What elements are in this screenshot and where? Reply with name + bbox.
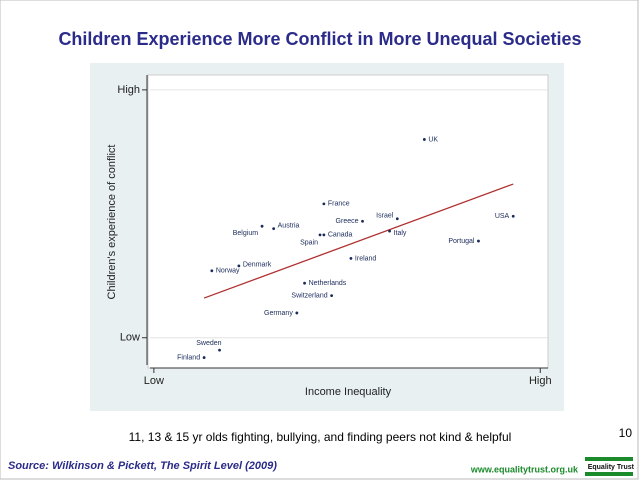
- x-tick-label: Low: [144, 375, 164, 387]
- logo-bar: [585, 472, 633, 476]
- point: [361, 219, 364, 223]
- point-label: Portugal: [448, 238, 475, 245]
- point-label: UK: [428, 136, 438, 143]
- plot-area: [147, 74, 549, 369]
- logo: Equality Trust: [588, 464, 635, 471]
- point: [330, 294, 334, 297]
- point: [295, 311, 299, 315]
- point: [511, 214, 515, 218]
- point-label: Finland: [177, 354, 200, 361]
- point-label: Austria: [278, 223, 300, 230]
- caption: 11, 13 & 15 yr olds fighting, bullying, …: [129, 430, 512, 444]
- x-tick-label: High: [529, 375, 552, 387]
- point: [218, 348, 221, 352]
- point-label: Israel: [376, 213, 394, 220]
- point: [210, 269, 214, 273]
- point-label: USA: [495, 213, 510, 220]
- point-label: Sweden: [196, 340, 221, 347]
- point: [202, 356, 206, 359]
- page-number: 10: [619, 426, 633, 440]
- point-label: France: [328, 201, 350, 208]
- point: [477, 239, 480, 243]
- point: [388, 229, 391, 233]
- point-label: Spain: [300, 240, 318, 247]
- title: Children Experience More Conflict in Mor…: [58, 29, 581, 49]
- point-label: Germany: [264, 310, 293, 317]
- x-axis-label: Income Inequality: [305, 386, 392, 398]
- point: [422, 138, 426, 141]
- point: [237, 264, 241, 268]
- point: [272, 227, 276, 231]
- point: [349, 257, 353, 260]
- point-label: Switzerland: [291, 292, 327, 299]
- source: Source: Wilkinson & Pickett, The Spirit …: [8, 460, 277, 472]
- point-label: Netherlands: [309, 280, 347, 287]
- trend-line: [203, 183, 514, 299]
- website: www.equalitytrust.org.uk: [470, 464, 579, 474]
- point-label: Belgium: [233, 230, 258, 237]
- point-label: Ireland: [355, 255, 377, 262]
- y-tick-label: Low: [120, 332, 140, 344]
- point: [322, 202, 326, 206]
- point-label: Greece: [336, 218, 359, 225]
- point-label: Canada: [328, 232, 353, 239]
- y-axis-label: Children's experience of conflict: [106, 145, 118, 300]
- point-label: Norway: [216, 268, 240, 275]
- point: [260, 224, 264, 228]
- y-tick-label: High: [117, 84, 140, 96]
- logo-bar: [585, 457, 633, 461]
- point: [322, 233, 326, 237]
- point: [395, 217, 399, 221]
- point: [318, 233, 322, 237]
- point: [303, 281, 306, 285]
- point-label: Italy: [394, 230, 407, 237]
- point-label: Denmark: [243, 262, 272, 269]
